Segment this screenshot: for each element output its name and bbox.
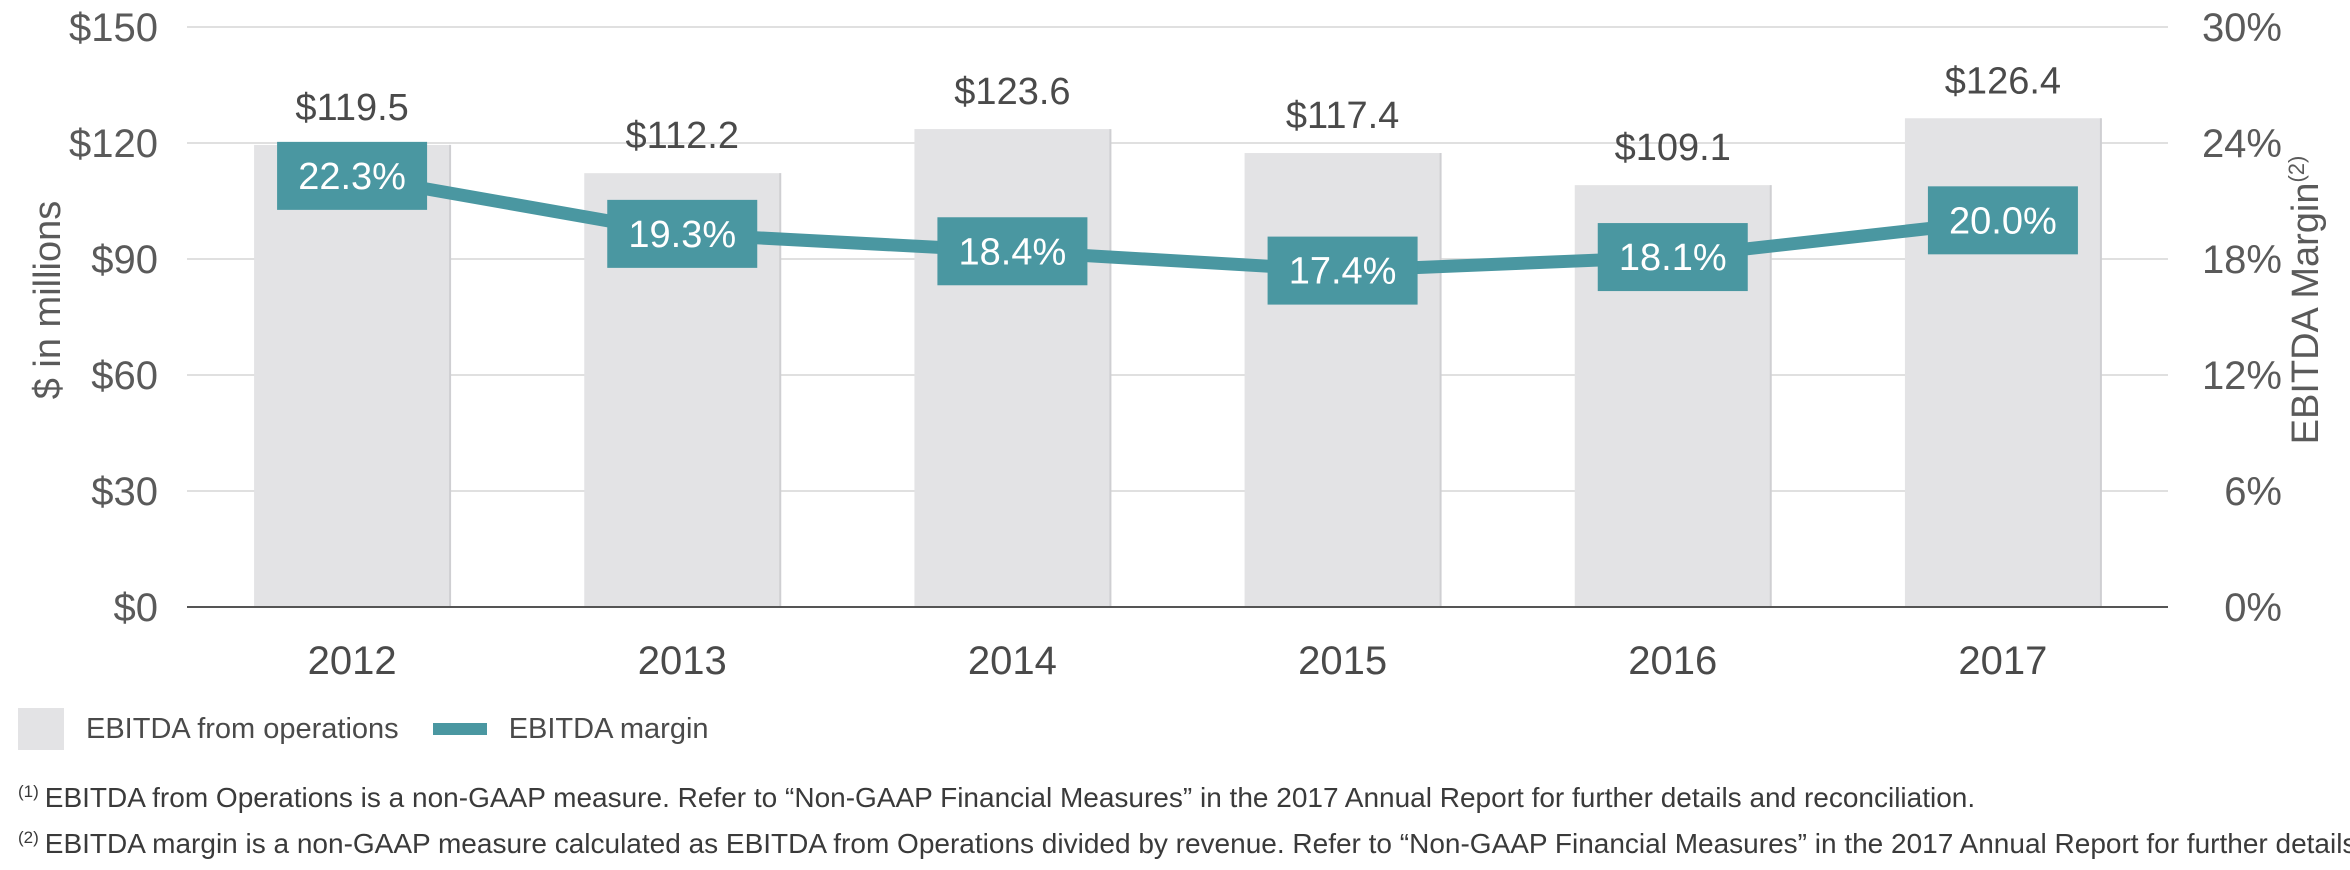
y-tick-label: $90 bbox=[91, 238, 158, 282]
footnote-1-mark: (1) bbox=[18, 782, 39, 801]
left-axis-ticks: $0 $30 $60 $90 $120 $150 bbox=[69, 6, 158, 630]
x-tick-label: 2014 bbox=[968, 639, 1057, 683]
y-right-tick-label: 30% bbox=[2202, 6, 2282, 50]
x-tick-label: 2012 bbox=[308, 639, 397, 683]
footnote-1-text: EBITDA from Operations is a non-GAAP mea… bbox=[44, 782, 1976, 813]
bar-value-label: $117.4 bbox=[1286, 95, 1399, 137]
margin-point-label: 22.3% bbox=[298, 156, 406, 198]
bar-value-label: $112.2 bbox=[626, 115, 739, 157]
margin-point-label: 17.4% bbox=[1289, 251, 1397, 293]
y-right-tick-label: 0% bbox=[2224, 586, 2282, 630]
footnote-1: (1) EBITDA from Operations is a non-GAAP … bbox=[18, 772, 2338, 818]
footnote-2-mark: (2) bbox=[18, 828, 39, 847]
y-axis-right-title-text: EBITDA Margin bbox=[2285, 183, 2327, 445]
legend-label-ebitda: EBITDA from operations bbox=[86, 712, 399, 745]
margin-point-box bbox=[277, 141, 428, 210]
footnotes: (1) EBITDA from Operations is a non-GAAP … bbox=[18, 772, 2350, 864]
bar-series bbox=[254, 118, 2102, 608]
margin-point-label: 18.4% bbox=[959, 231, 1067, 273]
y-tick-label: $120 bbox=[69, 122, 158, 166]
bar-value-label: $119.5 bbox=[295, 87, 408, 129]
margin-point-box bbox=[607, 199, 758, 268]
margin-point-label: 18.1% bbox=[1619, 237, 1727, 279]
bar bbox=[914, 129, 1111, 607]
footnote-2: (2) EBITDA margin is a non-GAAP measure c… bbox=[18, 818, 2350, 864]
x-tick-label: 2017 bbox=[1958, 639, 2047, 683]
bar-value-label: $109.1 bbox=[1615, 127, 1731, 169]
y-tick-label: $0 bbox=[114, 586, 159, 630]
y-axis-title: $ in millions bbox=[27, 201, 69, 400]
y-tick-label: $30 bbox=[91, 470, 158, 514]
y-right-tick-label: 6% bbox=[2224, 470, 2282, 514]
x-axis-ticks: 2012 2013 2014 2015 2016 2017 bbox=[308, 639, 2048, 683]
margin-point-box bbox=[1267, 236, 1418, 305]
ebitda-chart: $119.5$112.2$123.6$117.4$109.1$126.4 $0$… bbox=[27, 6, 2327, 683]
y-tick-label: $60 bbox=[91, 354, 158, 398]
margin-point-box bbox=[937, 217, 1088, 286]
bar-value-label: $126.4 bbox=[1945, 60, 2061, 102]
legend-item-ebitda: EBITDA from operations bbox=[18, 708, 399, 750]
x-tick-label: 2015 bbox=[1298, 639, 1387, 683]
y-right-tick-label: 18% bbox=[2202, 238, 2282, 282]
legend-item-margin: EBITDA margin bbox=[432, 712, 709, 746]
bar bbox=[254, 144, 451, 607]
y-right-tick-label: 12% bbox=[2202, 354, 2282, 398]
margin-point-box bbox=[1927, 186, 2078, 255]
y-tick-label: $150 bbox=[69, 6, 158, 50]
legend-swatch-bar bbox=[18, 708, 64, 750]
bar bbox=[1244, 153, 1441, 607]
y-axis-right-title-sup: (2) bbox=[2284, 156, 2309, 183]
bar-value-labels: $119.5 $112.2 $123.6 $117.4 $109.1 $126.4 bbox=[295, 60, 2061, 169]
legend-label-margin: EBITDA margin bbox=[508, 712, 709, 745]
margin-points: 22.3% 19.3% 18.4% 17.4% 18.1% 20.0% bbox=[277, 141, 2078, 305]
bar-value-label: $123.6 bbox=[954, 71, 1070, 113]
y-axis-right-title: EBITDA Margin(2) bbox=[2284, 156, 2327, 445]
margin-point-box bbox=[1597, 223, 1748, 292]
footnote-2-text: EBITDA margin is a non-GAAP measure calc… bbox=[44, 828, 2350, 859]
legend-swatch-line bbox=[432, 723, 487, 735]
margin-point-label: 20.0% bbox=[1949, 200, 2057, 242]
x-tick-label: 2016 bbox=[1628, 639, 1717, 683]
y-right-tick-label: 24% bbox=[2202, 122, 2282, 166]
x-tick-label: 2013 bbox=[638, 639, 727, 683]
legend: EBITDA from operations EBITDA margin bbox=[18, 704, 743, 754]
right-axis-ticks: 0% 6% 12% 18% 24% 30% bbox=[2202, 6, 2282, 630]
margin-point-label: 19.3% bbox=[628, 214, 736, 256]
